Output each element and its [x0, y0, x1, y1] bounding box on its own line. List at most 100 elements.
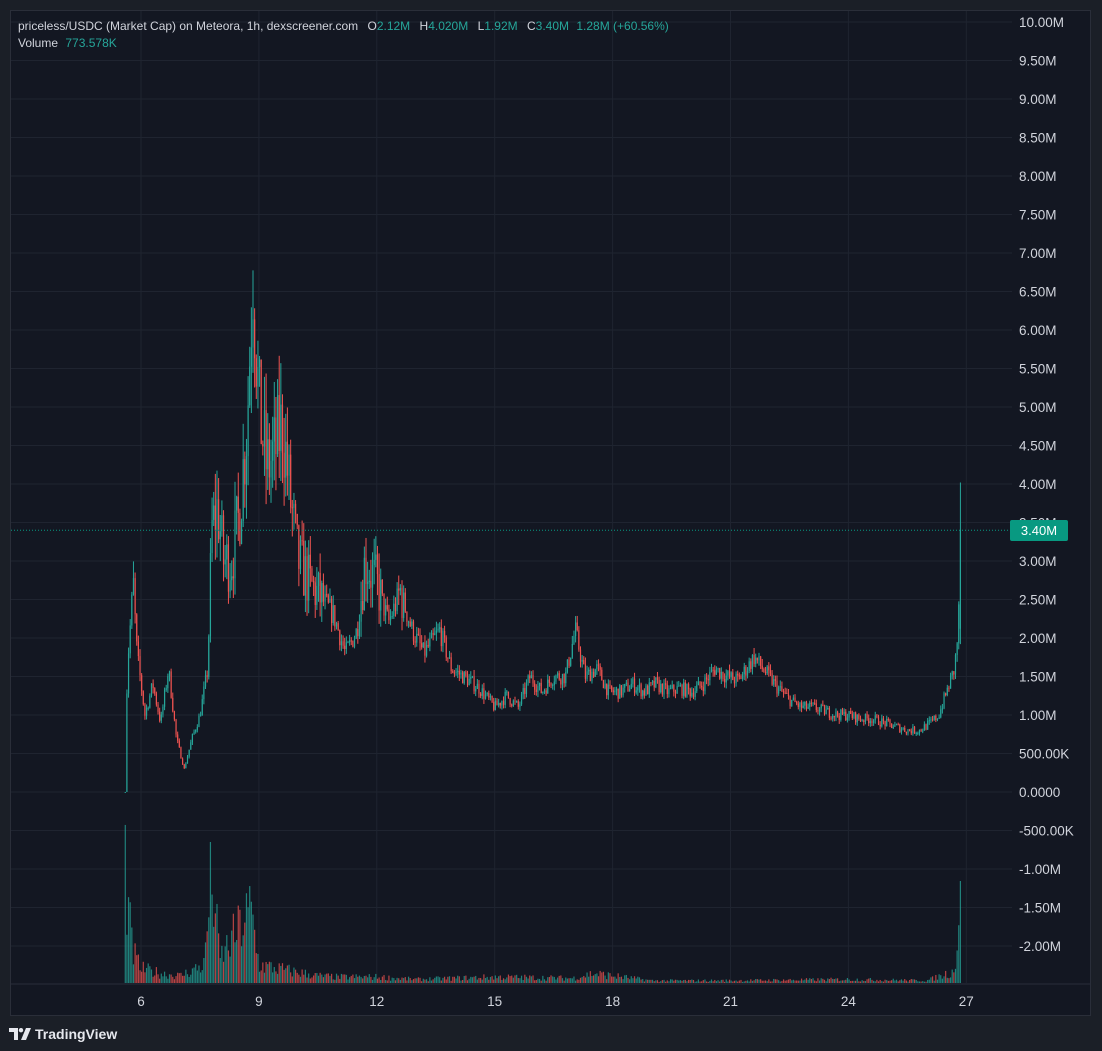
volume-bar — [766, 981, 768, 983]
volume-bar — [291, 976, 293, 983]
volume-bar — [895, 979, 898, 983]
volume-bar — [931, 976, 934, 983]
volume-bar — [190, 974, 192, 983]
volume-bar — [525, 976, 528, 983]
volume-bar — [611, 976, 613, 983]
candle-body — [655, 677, 657, 688]
candle-body — [545, 690, 547, 694]
volume-bar — [155, 967, 157, 983]
candle-body — [892, 726, 894, 728]
candle-body — [576, 622, 578, 631]
volume-bar — [624, 975, 626, 983]
volume-bar — [435, 976, 438, 983]
time-axis[interactable]: 6 9 12 15 18 21 24 27 — [137, 994, 974, 1009]
candle-body — [720, 671, 722, 679]
legend-low-key: L — [477, 19, 485, 33]
volume-bar — [239, 909, 241, 983]
volume-bar — [694, 981, 696, 983]
volume-bar — [823, 979, 826, 983]
candle-body — [322, 583, 325, 602]
volume-bar — [394, 980, 397, 983]
price-tick-label: 4.00M — [1019, 477, 1057, 492]
candle-body — [375, 554, 377, 560]
volume-bar — [570, 978, 572, 983]
candle-body — [141, 675, 143, 692]
volume-bar — [294, 969, 297, 983]
volume-bar — [321, 974, 323, 983]
candle-body — [442, 630, 444, 647]
volume-bar — [804, 979, 806, 983]
candle-body — [326, 594, 328, 596]
volume-bar — [170, 974, 172, 983]
candle-body — [588, 669, 590, 672]
tradingview-logo[interactable]: TradingView — [9, 1025, 117, 1043]
volume-bar — [579, 977, 582, 983]
candle-body — [643, 690, 645, 696]
candle-body — [853, 712, 855, 718]
candle-body — [931, 719, 934, 721]
candle-body — [434, 633, 436, 635]
candle-body — [214, 505, 216, 531]
volume-bar — [627, 977, 629, 983]
candle-body — [177, 734, 179, 741]
candle-body — [340, 641, 343, 646]
candle-body — [570, 657, 572, 666]
candle-body — [882, 718, 885, 722]
candle-body — [869, 721, 871, 724]
candle-body — [897, 724, 899, 726]
volume-bar — [879, 979, 881, 983]
candle-body — [625, 682, 627, 685]
candle-body — [615, 688, 618, 691]
candlesticks — [124, 270, 962, 793]
candle-body — [681, 684, 683, 696]
volume-bar — [886, 980, 888, 983]
volume-bar — [568, 978, 570, 983]
candle-body — [941, 708, 943, 710]
volume-bar — [478, 977, 480, 983]
volume-bar — [586, 972, 588, 983]
candle-body — [327, 595, 329, 603]
chart-legend: priceless/USDC (Market Cap) on Meteora, … — [18, 18, 669, 52]
candle-body — [791, 699, 793, 707]
volume-bar — [516, 974, 518, 983]
volume-bar — [615, 978, 618, 983]
volume-bar — [430, 980, 433, 983]
volume-bar — [730, 980, 732, 983]
volume-bar — [519, 978, 521, 983]
candle-body — [620, 685, 623, 696]
volume-bar — [581, 977, 583, 983]
candle-body — [389, 616, 392, 621]
volume-bar — [177, 972, 179, 983]
volume-bar — [131, 927, 133, 983]
candle-body — [661, 683, 663, 695]
candle-body — [196, 727, 198, 731]
candle-body — [886, 719, 888, 726]
volume-bar — [817, 978, 819, 983]
volume-bar — [360, 976, 362, 983]
candle-body — [879, 724, 881, 727]
candle-body — [511, 704, 513, 706]
candle-body — [949, 675, 952, 689]
volume-bar — [814, 980, 816, 983]
volume-bar — [699, 981, 701, 983]
candle-body — [874, 715, 876, 721]
candle-body — [170, 671, 172, 698]
candle-body — [555, 675, 557, 682]
volume-bar — [858, 981, 860, 983]
candle-body — [905, 731, 907, 734]
candle-body — [314, 582, 316, 605]
volume-bar — [843, 980, 845, 983]
volume-bar — [141, 971, 143, 983]
candle-body — [493, 702, 495, 710]
volume-bar — [756, 979, 758, 983]
candle-body — [298, 525, 300, 569]
volume-bar — [850, 981, 852, 983]
volume-bar — [443, 976, 446, 983]
candle-body — [927, 721, 929, 730]
candle-body — [624, 684, 626, 688]
legend-open-value: 2.12M — [376, 19, 411, 33]
chart-frame[interactable] — [10, 10, 1091, 1016]
volume-bar — [455, 978, 457, 983]
price-axis[interactable]: 10.00M 9.50M 9.00M 8.50M 8.00M 7.50M 7.00M 6.50… — [1019, 15, 1074, 954]
